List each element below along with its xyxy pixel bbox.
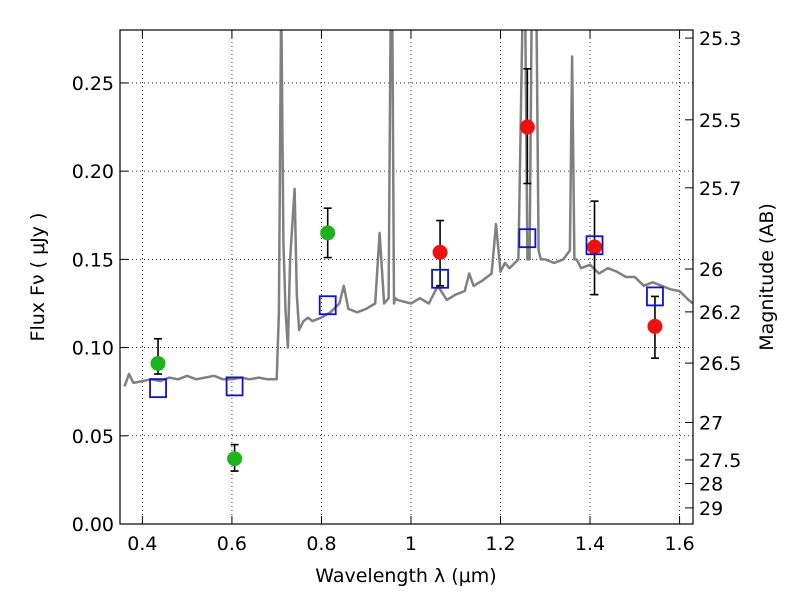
spectrum-layer — [123, 30, 693, 387]
model-square — [149, 378, 167, 399]
points-layer — [149, 68, 664, 472]
x-tick-label: 1.6 — [664, 533, 694, 555]
spectrum-line — [123, 30, 693, 387]
y-right-tick-label: 26.2 — [699, 302, 741, 324]
x-tick-label: 0.8 — [306, 533, 336, 555]
y-right-tick-label: 25.5 — [699, 110, 741, 132]
data-point — [227, 451, 243, 467]
y-right-tick-label: 27.5 — [699, 450, 741, 472]
model-square — [431, 268, 449, 289]
y-right-tick-label: 27 — [699, 412, 723, 434]
x-tick-label: 1 — [405, 533, 417, 555]
y-right-tick-label: 29 — [699, 498, 723, 520]
data-point — [587, 239, 603, 255]
ticks-layer: 0.4 0.6 0.8 1 1.2 1.4 1.6 0.00 0.05 0.10 0.15 0.20 0… — [72, 28, 742, 555]
x-axis-label: Wavelength λ (μm) — [315, 565, 496, 587]
data-point — [519, 119, 535, 135]
plot-area — [120, 30, 693, 524]
y-tick-label: 0.05 — [72, 426, 114, 448]
model-square — [318, 295, 337, 316]
y-right-tick-label: 25.3 — [699, 28, 741, 50]
y-right-tick-label: 26 — [699, 259, 723, 281]
data-point — [320, 225, 336, 241]
y-tick-label: 0.10 — [72, 338, 114, 360]
data-point — [432, 244, 448, 260]
model-square — [225, 376, 244, 397]
model-square — [585, 235, 604, 256]
x-tick-label: 0.4 — [127, 533, 157, 555]
y-tick-label: 0.00 — [72, 514, 114, 536]
y-right-tick-label: 28 — [699, 474, 723, 496]
y-right-tick-label: 26.5 — [699, 353, 741, 375]
x-tick-label: 1.2 — [485, 533, 515, 555]
model-square — [646, 286, 664, 307]
y-axis-right-label: Magnitude (AB) — [756, 203, 778, 351]
data-point — [647, 318, 663, 334]
data-point — [150, 355, 166, 371]
y-tick-label: 0.20 — [72, 161, 114, 183]
x-tick-label: 0.6 — [217, 533, 247, 555]
model-square — [518, 228, 537, 249]
x-tick-label: 1.4 — [575, 533, 605, 555]
y-tick-label: 0.15 — [72, 249, 114, 271]
y-tick-label: 0.25 — [72, 73, 114, 95]
plot-frame — [119, 29, 694, 525]
y-axis-label: Flux Fν ( μJy ) — [27, 213, 49, 342]
y-right-tick-label: 25.7 — [699, 178, 741, 200]
